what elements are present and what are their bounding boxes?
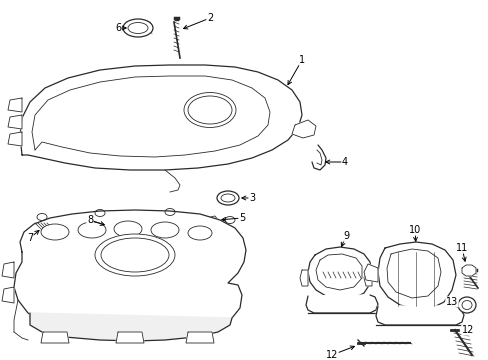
Polygon shape [20,65,302,170]
Ellipse shape [217,191,239,205]
Ellipse shape [78,222,106,238]
Polygon shape [14,210,245,333]
Text: 8: 8 [87,215,93,225]
Text: 10: 10 [408,225,420,235]
Ellipse shape [95,234,175,276]
Polygon shape [363,264,377,282]
Polygon shape [305,295,377,313]
Ellipse shape [41,224,69,240]
Ellipse shape [187,226,212,240]
Polygon shape [8,132,22,146]
Ellipse shape [457,297,475,313]
Text: 12: 12 [325,350,338,360]
Polygon shape [299,270,307,286]
Ellipse shape [151,222,179,238]
Polygon shape [185,332,214,343]
Text: 9: 9 [342,231,348,241]
Polygon shape [30,313,231,341]
Polygon shape [116,332,143,343]
Polygon shape [377,242,455,309]
Text: 7: 7 [27,233,33,243]
Text: 4: 4 [341,157,347,167]
Text: 13: 13 [445,297,457,307]
Polygon shape [8,98,22,112]
Polygon shape [461,265,475,276]
Text: 2: 2 [206,13,213,23]
Polygon shape [8,115,22,129]
Polygon shape [363,270,371,286]
Polygon shape [307,247,371,299]
Ellipse shape [114,221,142,237]
Text: 6: 6 [115,23,121,33]
Text: 11: 11 [455,243,467,253]
Ellipse shape [123,19,153,37]
Polygon shape [2,287,14,303]
Polygon shape [291,120,315,138]
Text: 1: 1 [298,55,305,65]
Ellipse shape [183,93,236,127]
Polygon shape [2,262,14,278]
Text: 5: 5 [238,213,244,223]
Polygon shape [41,332,69,343]
Text: 12: 12 [461,325,473,335]
Text: 3: 3 [248,193,255,203]
Polygon shape [375,306,463,325]
